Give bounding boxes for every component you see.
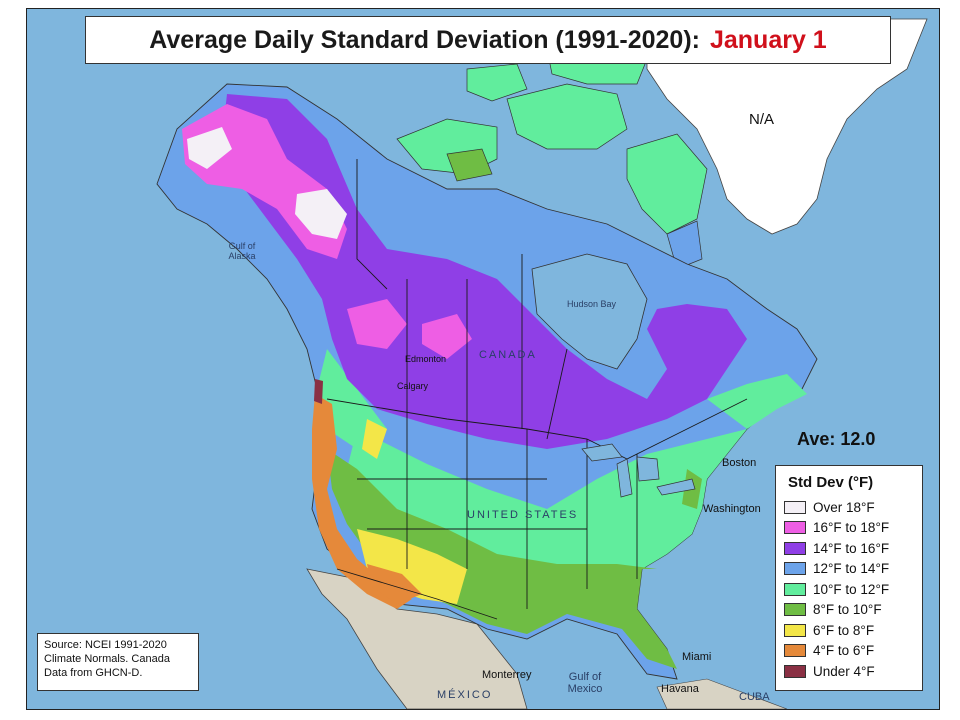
- legend-swatch: [784, 603, 806, 617]
- band-14-16: [222, 94, 747, 449]
- label-monterrey: Monterrey: [482, 669, 532, 681]
- label-havana: Havana: [661, 683, 699, 695]
- legend-item: 12°F to 14°F: [784, 559, 914, 580]
- arctic-islands: [396, 38, 708, 270]
- source-note: Source: NCEI 1991-2020 Climate Normals. …: [37, 633, 199, 691]
- legend-label: 16°F to 18°F: [813, 520, 890, 536]
- legend-title: Std Dev (°F): [788, 474, 874, 491]
- map-frame: CANADA UNITED STATES MÉXICO Gulf of Mexi…: [26, 8, 940, 710]
- legend-items: Over 18°F 16°F to 18°F 14°F to 16°F 12°F to…: [784, 497, 914, 682]
- label-hudson-bay: Hudson Bay: [567, 299, 617, 309]
- label-washington: Washington: [703, 503, 761, 515]
- title-main: Average Daily Standard Deviation (1991-2…: [149, 25, 700, 54]
- legend-swatch: [784, 541, 806, 555]
- no-data-label: N/A: [749, 111, 775, 128]
- legend-item: 6°F to 8°F: [784, 620, 914, 641]
- band-under-4: [314, 379, 323, 404]
- legend: Std Dev (°F) Over 18°F 16°F to 18°F 14°F t…: [775, 465, 923, 691]
- label-miami: Miami: [682, 651, 712, 663]
- legend-label: Under 4°F: [813, 663, 875, 679]
- label-mexico: MÉXICO: [437, 689, 493, 701]
- legend-label: 14°F to 16°F: [813, 540, 890, 556]
- band-6-8: [357, 529, 467, 604]
- label-boston: Boston: [722, 457, 757, 469]
- great-lakes: [581, 443, 696, 498]
- political-borders: [326, 159, 748, 620]
- label-gulf-of-mexico: Gulf of Mexico: [567, 671, 603, 695]
- legend-item: Under 4°F: [784, 661, 914, 682]
- legend-label: 12°F to 14°F: [813, 561, 890, 577]
- cuba-land: [656, 678, 788, 709]
- average-value: Ave: 12.0: [797, 429, 876, 449]
- label-united-states: UNITED STATES: [467, 509, 579, 521]
- band-over-18: [187, 127, 232, 169]
- legend-item: 8°F to 10°F: [784, 600, 914, 621]
- map-title: Average Daily Standard Deviation (1991-2…: [85, 16, 891, 64]
- legend-label: 6°F to 8°F: [813, 622, 875, 638]
- legend-swatch: [784, 562, 806, 576]
- label-canada: CANADA: [479, 349, 537, 361]
- greenland: [646, 18, 928, 235]
- label-calgary: Calgary: [397, 381, 429, 391]
- legend-item: Over 18°F: [784, 497, 914, 518]
- legend-swatch: [784, 623, 806, 637]
- standard-deviation-map: [27, 9, 939, 709]
- legend-item: 14°F to 16°F: [784, 538, 914, 559]
- band-8-10: [327, 449, 677, 669]
- legend-swatch: [784, 521, 806, 535]
- legend-label: 10°F to 12°F: [813, 581, 890, 597]
- legend-item: 4°F to 6°F: [784, 641, 914, 662]
- label-cuba: CUBA: [739, 691, 770, 703]
- legend-label: 4°F to 6°F: [813, 643, 875, 659]
- legend-swatch: [784, 664, 806, 678]
- legend-item: 10°F to 12°F: [784, 579, 914, 600]
- legend-swatch: [784, 582, 806, 596]
- hudson-bay: [531, 253, 648, 370]
- legend-swatch: [784, 644, 806, 658]
- legend-label: Over 18°F: [813, 499, 875, 515]
- legend-swatch: [784, 500, 806, 514]
- label-gulf-of-alaska: Gulf of Alaska: [228, 241, 256, 261]
- legend-label: 8°F to 10°F: [813, 602, 882, 618]
- label-edmonton: Edmonton: [405, 354, 447, 364]
- legend-item: 16°F to 18°F: [784, 518, 914, 539]
- title-date: January 1: [709, 25, 827, 54]
- band-4-6: [312, 394, 412, 609]
